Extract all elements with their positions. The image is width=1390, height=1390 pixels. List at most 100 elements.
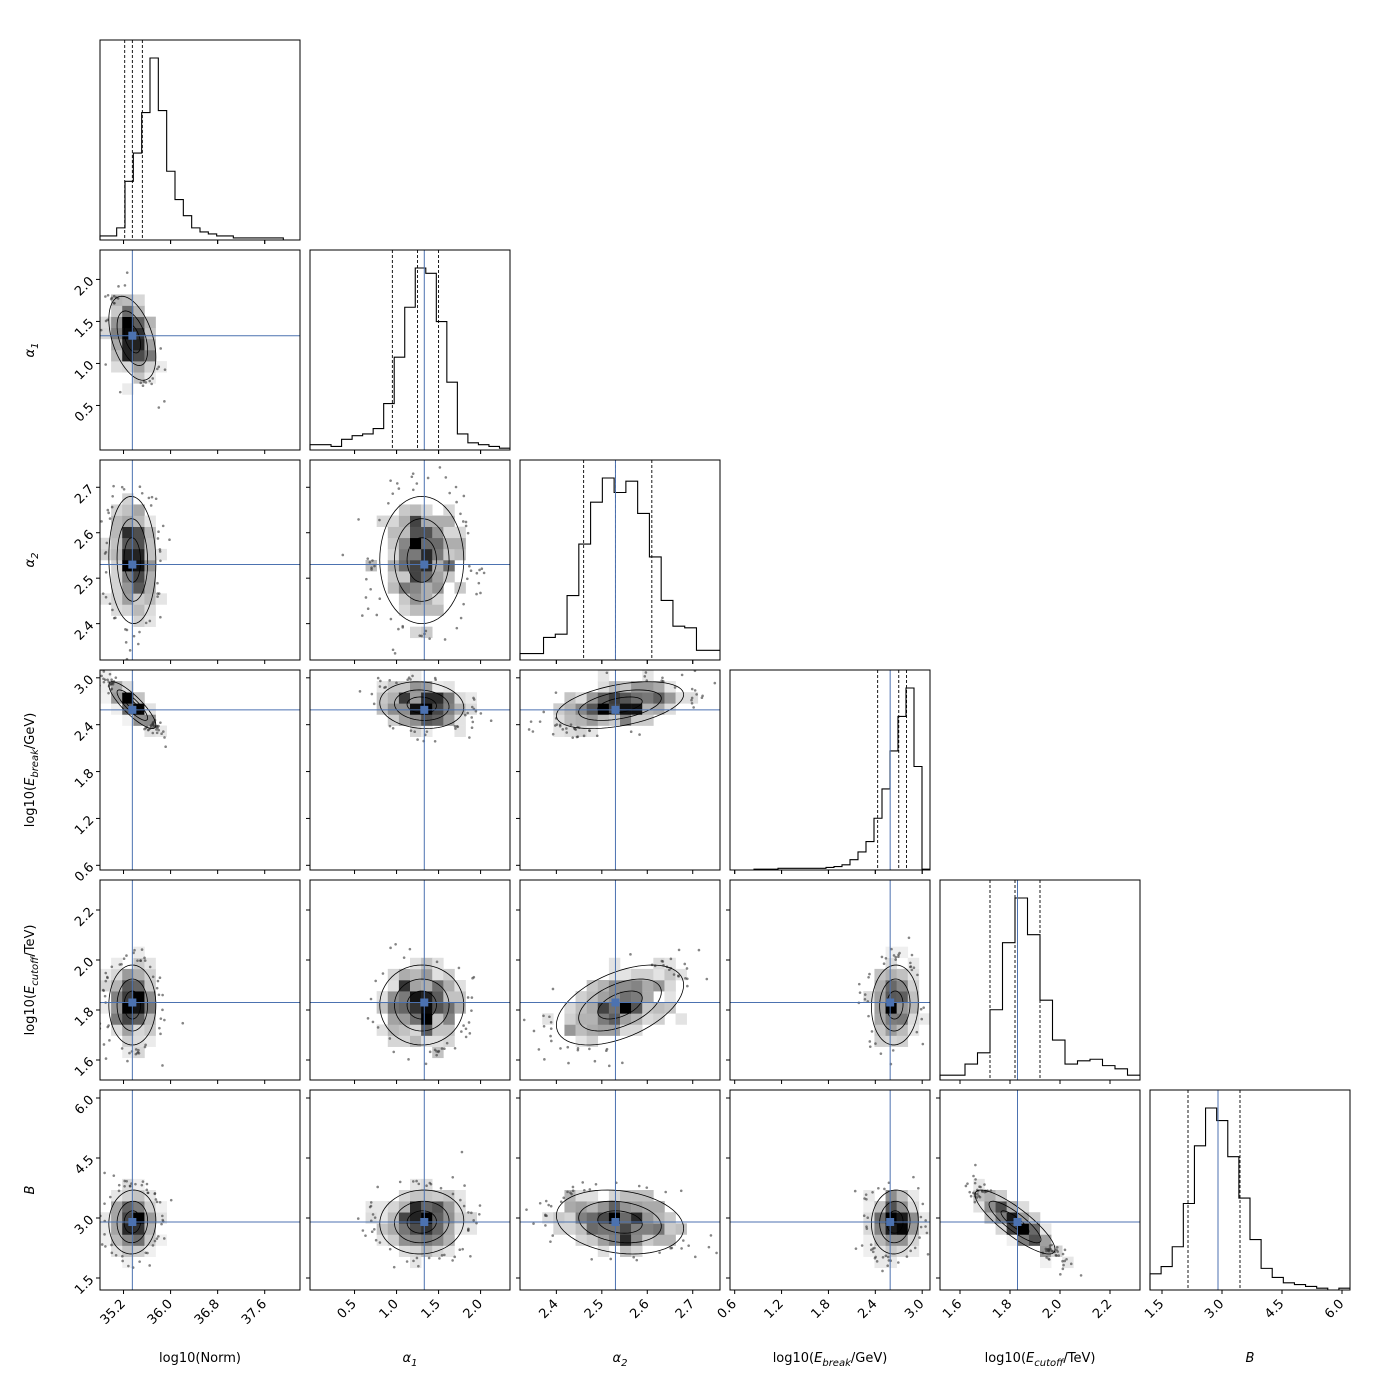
sample-point	[139, 959, 142, 962]
sample-point	[389, 479, 392, 482]
sample-point	[103, 1202, 106, 1205]
density-cell	[620, 1013, 632, 1025]
sample-point	[588, 1047, 591, 1051]
sample-point	[918, 1236, 921, 1239]
sample-point	[692, 706, 695, 709]
sample-point	[424, 629, 428, 633]
sample-point	[1062, 1263, 1065, 1267]
sample-point	[532, 1029, 536, 1033]
sample-point	[163, 1237, 166, 1240]
sample-point	[157, 1235, 160, 1238]
sample-point	[156, 592, 159, 595]
density-cell	[144, 957, 156, 970]
sample-point	[120, 485, 124, 489]
sample-point	[464, 524, 468, 528]
sample-point	[542, 1014, 545, 1018]
density-cell	[564, 692, 576, 704]
density-cell	[410, 1234, 422, 1246]
sample-point	[887, 1259, 891, 1262]
panel-frame	[309, 669, 511, 871]
sample-point	[661, 960, 665, 963]
sample-point	[117, 1189, 121, 1193]
density-cell	[122, 968, 134, 981]
density-cell	[144, 1234, 156, 1246]
density-cell	[432, 1035, 444, 1047]
sample-point	[156, 979, 160, 983]
sample-point	[1045, 1256, 1048, 1259]
sample-point	[394, 943, 397, 946]
density-cell	[410, 670, 422, 682]
density-cell	[597, 1223, 610, 1235]
density-cell	[642, 968, 654, 981]
y-tick-label: 1.0	[72, 358, 97, 383]
density-cell	[885, 1002, 897, 1014]
sample-point	[470, 705, 474, 709]
density-cell	[597, 1013, 610, 1025]
sample-point	[427, 1256, 431, 1260]
y-tick-label: 6.0	[72, 1093, 97, 1118]
x-tick-label: 2.7	[673, 1297, 698, 1322]
density-cell	[432, 1024, 444, 1036]
sample-point	[576, 1048, 580, 1052]
sample-point	[384, 685, 387, 689]
density-cell	[133, 1223, 145, 1235]
sample-point	[116, 297, 120, 300]
density-cell	[144, 582, 156, 594]
sample-point	[462, 494, 466, 498]
sample-point	[451, 1176, 455, 1179]
sample-point	[853, 1189, 857, 1193]
density-cell	[144, 593, 156, 605]
truth-marker	[420, 1218, 429, 1226]
histogram-panel-0	[99, 39, 301, 241]
sample-point	[562, 1196, 566, 1200]
density-cell	[653, 1212, 665, 1224]
density-cell	[874, 1245, 886, 1257]
density-cell	[376, 1223, 389, 1235]
density-cell	[133, 980, 145, 992]
density-cell	[410, 980, 422, 992]
density-cell	[608, 692, 621, 704]
density-cell	[620, 980, 632, 992]
sample-point	[444, 476, 448, 479]
density-cell	[564, 1223, 576, 1235]
density-cell	[631, 1212, 643, 1224]
sample-point	[117, 1183, 121, 1187]
sample-point	[919, 1215, 923, 1219]
density-cell	[631, 1223, 643, 1235]
density-cell	[100, 1234, 112, 1246]
density-cell	[421, 604, 433, 616]
density-cell	[664, 703, 676, 715]
sample-point	[451, 1259, 454, 1262]
sample-point	[438, 1257, 441, 1260]
density-cell	[432, 1190, 444, 1202]
sample-point	[111, 495, 114, 498]
density-cell	[443, 571, 455, 583]
sample-point	[455, 724, 459, 728]
sample-point	[705, 977, 709, 981]
sample-point	[148, 619, 152, 623]
density-cell	[454, 1002, 466, 1014]
density-cell	[421, 582, 433, 594]
density-cell	[918, 1212, 930, 1224]
scatter-panel-4-2	[520, 880, 720, 1080]
sample-point	[161, 1064, 164, 1067]
sample-point	[480, 567, 484, 570]
sample-point	[155, 1200, 159, 1204]
sample-point	[891, 1049, 895, 1052]
density-cell	[1040, 1223, 1052, 1235]
density-cell	[885, 1256, 897, 1269]
sample-point	[470, 996, 474, 999]
density-cell	[421, 957, 433, 970]
density-cell	[144, 1245, 156, 1257]
panel-frame	[99, 1089, 301, 1291]
y-tick-label: 2.5	[72, 573, 97, 598]
density-cell	[155, 1234, 167, 1246]
sample-point	[445, 1041, 449, 1045]
sample-point	[1048, 1244, 1052, 1247]
sample-point	[919, 1225, 923, 1229]
sample-point	[395, 681, 398, 685]
density-cell	[443, 714, 455, 726]
density-cell	[597, 1024, 610, 1036]
sample-point	[144, 1251, 148, 1255]
density-cell	[144, 1035, 156, 1047]
